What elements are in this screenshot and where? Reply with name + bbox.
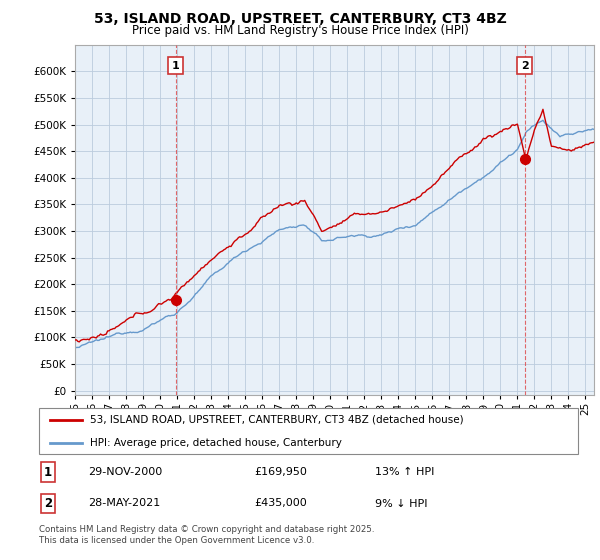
Text: Contains HM Land Registry data © Crown copyright and database right 2025.
This d: Contains HM Land Registry data © Crown c… bbox=[39, 525, 374, 545]
Text: 9% ↓ HPI: 9% ↓ HPI bbox=[374, 498, 427, 508]
Text: 2: 2 bbox=[521, 60, 529, 71]
Text: Price paid vs. HM Land Registry's House Price Index (HPI): Price paid vs. HM Land Registry's House … bbox=[131, 24, 469, 36]
FancyBboxPatch shape bbox=[39, 408, 578, 454]
Text: 13% ↑ HPI: 13% ↑ HPI bbox=[374, 467, 434, 477]
Text: HPI: Average price, detached house, Canterbury: HPI: Average price, detached house, Cant… bbox=[89, 438, 341, 448]
Text: 1: 1 bbox=[172, 60, 179, 71]
Text: £435,000: £435,000 bbox=[254, 498, 307, 508]
Text: 53, ISLAND ROAD, UPSTREET, CANTERBURY, CT3 4BZ (detached house): 53, ISLAND ROAD, UPSTREET, CANTERBURY, C… bbox=[89, 414, 463, 424]
Text: 28-MAY-2021: 28-MAY-2021 bbox=[88, 498, 160, 508]
Text: 1: 1 bbox=[44, 465, 52, 479]
Text: 2: 2 bbox=[44, 497, 52, 510]
Text: £169,950: £169,950 bbox=[254, 467, 307, 477]
Text: 53, ISLAND ROAD, UPSTREET, CANTERBURY, CT3 4BZ: 53, ISLAND ROAD, UPSTREET, CANTERBURY, C… bbox=[94, 12, 506, 26]
Text: 29-NOV-2000: 29-NOV-2000 bbox=[88, 467, 162, 477]
